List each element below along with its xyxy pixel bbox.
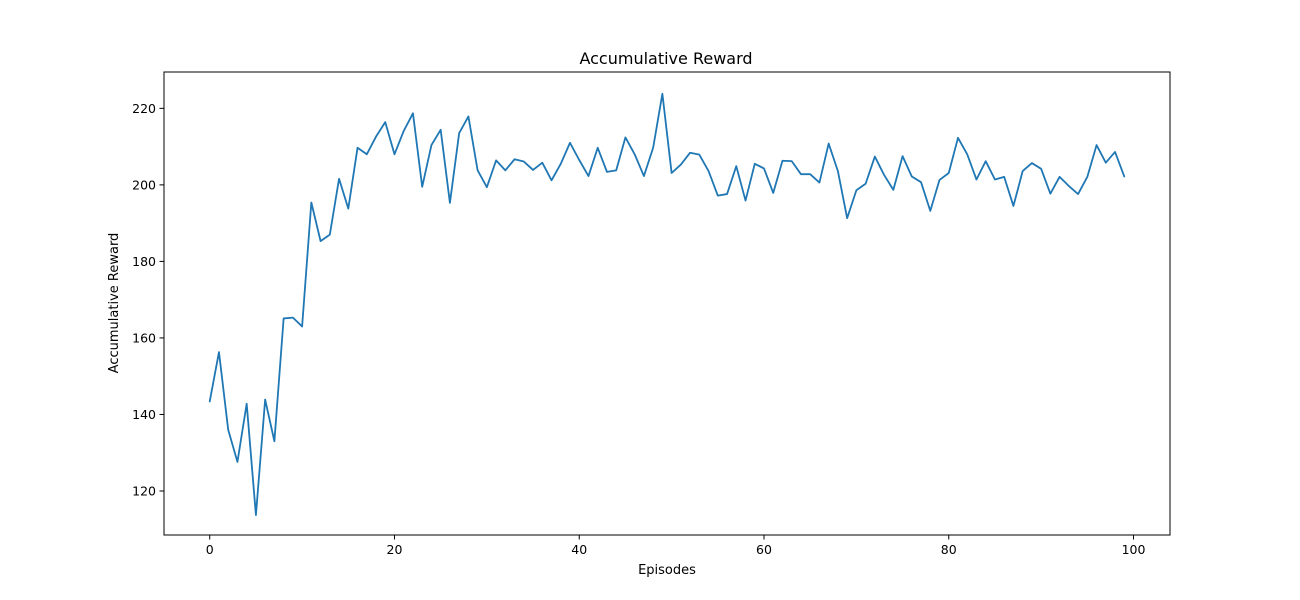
- y-tick-label: 120: [132, 483, 156, 498]
- y-tick-label: 220: [132, 101, 156, 116]
- plot-frame: [163, 71, 1171, 536]
- series-line-0: [208, 92, 1126, 516]
- y-tick-label: 160: [132, 330, 156, 345]
- y-axis: 120 140 160 180 200 220: [132, 101, 164, 498]
- x-axis: 0 20 40 60 80 100: [206, 535, 1146, 557]
- y-tick-label: 200: [132, 177, 156, 192]
- x-axis-label: Episodes: [638, 563, 696, 578]
- x-tick-label: 0: [206, 542, 214, 557]
- chart-title: Accumulative Reward: [579, 49, 752, 68]
- series-layer: [208, 92, 1126, 516]
- x-tick-label: 40: [571, 542, 587, 557]
- x-tick-label: 60: [756, 542, 772, 557]
- x-tick-label: 100: [1122, 542, 1146, 557]
- x-tick-label: 20: [387, 542, 403, 557]
- y-tick-label: 180: [132, 254, 156, 269]
- y-tick-label: 140: [132, 407, 156, 422]
- y-axis-label: Accumulative Reward: [107, 233, 122, 374]
- x-tick-label: 80: [941, 542, 957, 557]
